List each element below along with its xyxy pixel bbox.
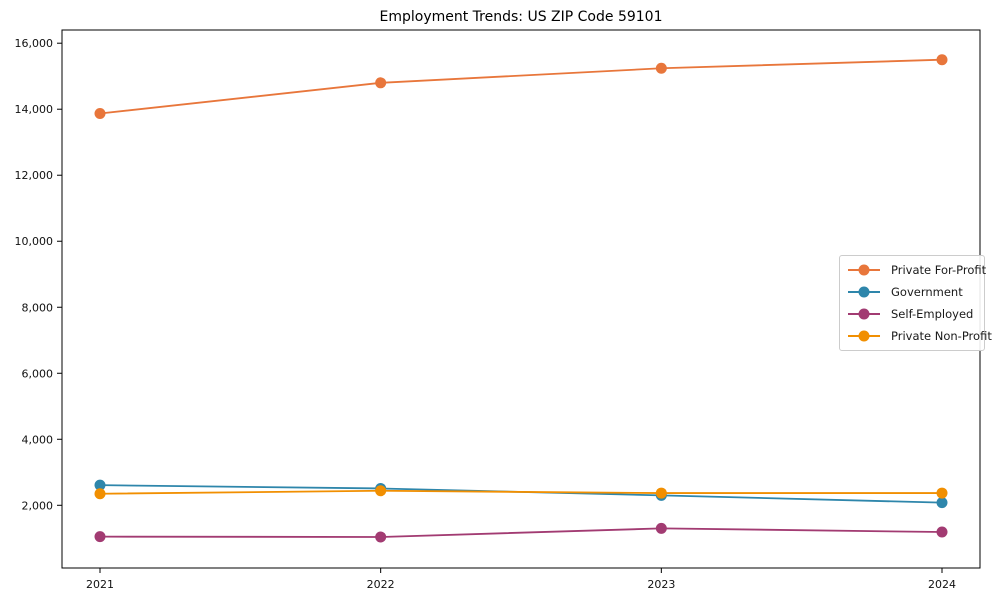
legend-label: Self-Employed: [891, 307, 974, 321]
x-tick-label: 2024: [928, 578, 956, 591]
series-marker-self-employed: [655, 522, 667, 534]
series-marker-private-non-profit: [655, 487, 667, 499]
chart-title: Employment Trends: US ZIP Code 59101: [379, 9, 663, 25]
series-line-private-non-profit: [99, 489, 942, 495]
legend-item-private-for-profit: Private For-Profit: [848, 262, 986, 278]
circle-marker-icon: [858, 330, 870, 342]
series-marker-government: [936, 497, 948, 509]
legend: Private For-Profit Government Self-Emplo…: [839, 255, 992, 351]
y-tick-label: 10,000: [15, 235, 54, 248]
series-marker-private-for-profit: [655, 62, 667, 74]
legend-label: Private For-Profit: [891, 263, 987, 277]
legend-item-government: Government: [848, 284, 976, 300]
y-tick-label: 8,000: [22, 301, 54, 314]
x-tick-label: 2022: [367, 578, 395, 591]
series-marker-private-non-profit: [375, 485, 387, 497]
legend-label: Government: [891, 285, 963, 299]
circle-marker-icon: [858, 286, 870, 298]
y-tick-label: 4,000: [22, 433, 54, 446]
series-marker-self-employed: [936, 526, 948, 538]
x-tick-label: 2023: [647, 578, 675, 591]
series-marker-private-for-profit: [94, 108, 106, 120]
series-marker-private-non-profit: [936, 487, 948, 499]
legend-item-private-non-profit: Private Non-Profit: [848, 328, 992, 344]
series-line-self-employed: [99, 527, 943, 538]
x-tick-label: 2021: [86, 578, 114, 591]
series-marker-government: [94, 479, 106, 491]
series-line-private-for-profit: [99, 58, 943, 115]
series-marker-self-employed: [375, 531, 387, 543]
legend-marker-self-employed: [848, 308, 880, 320]
series-marker-self-employed: [94, 531, 106, 543]
y-tick-label: 12,000: [15, 169, 54, 182]
circle-marker-icon: [858, 264, 870, 276]
series-marker-private-non-profit: [94, 488, 106, 500]
legend-marker-private-non-profit: [848, 330, 880, 342]
y-tick-label: 6,000: [22, 367, 54, 380]
legend-item-self-employed: Self-Employed: [848, 306, 976, 322]
y-tick-label: 16,000: [15, 37, 54, 50]
series-marker-private-for-profit: [375, 77, 387, 89]
y-tick-label: 14,000: [15, 103, 54, 116]
legend-marker-private-for-profit: [848, 264, 880, 276]
circle-marker-icon: [858, 308, 870, 320]
series-marker-private-for-profit: [936, 54, 948, 66]
legend-marker-government: [848, 286, 880, 298]
y-tick-label: 2,000: [22, 499, 54, 512]
legend-label: Private Non-Profit: [891, 329, 992, 343]
